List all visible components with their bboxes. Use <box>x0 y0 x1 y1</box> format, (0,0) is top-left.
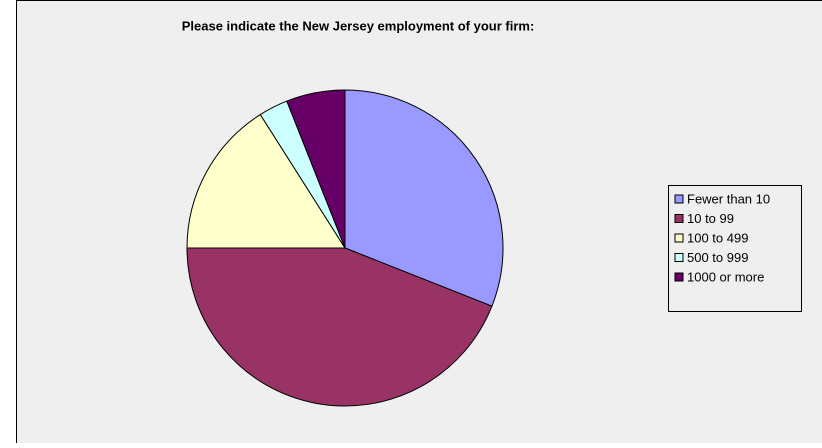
legend-label: 1000 or more <box>687 269 764 284</box>
legend-label: Fewer than 10 <box>687 191 770 206</box>
legend-swatch <box>675 215 683 223</box>
legend-swatch <box>675 254 683 262</box>
legend-label: 500 to 999 <box>687 250 748 265</box>
legend-label: 100 to 499 <box>687 230 748 245</box>
legend-swatch <box>675 234 683 242</box>
legend-swatch <box>675 195 683 203</box>
legend-swatch <box>675 273 683 281</box>
legend-label: 10 to 99 <box>687 211 734 226</box>
chart-title: Please indicate the New Jersey employmen… <box>182 18 535 33</box>
